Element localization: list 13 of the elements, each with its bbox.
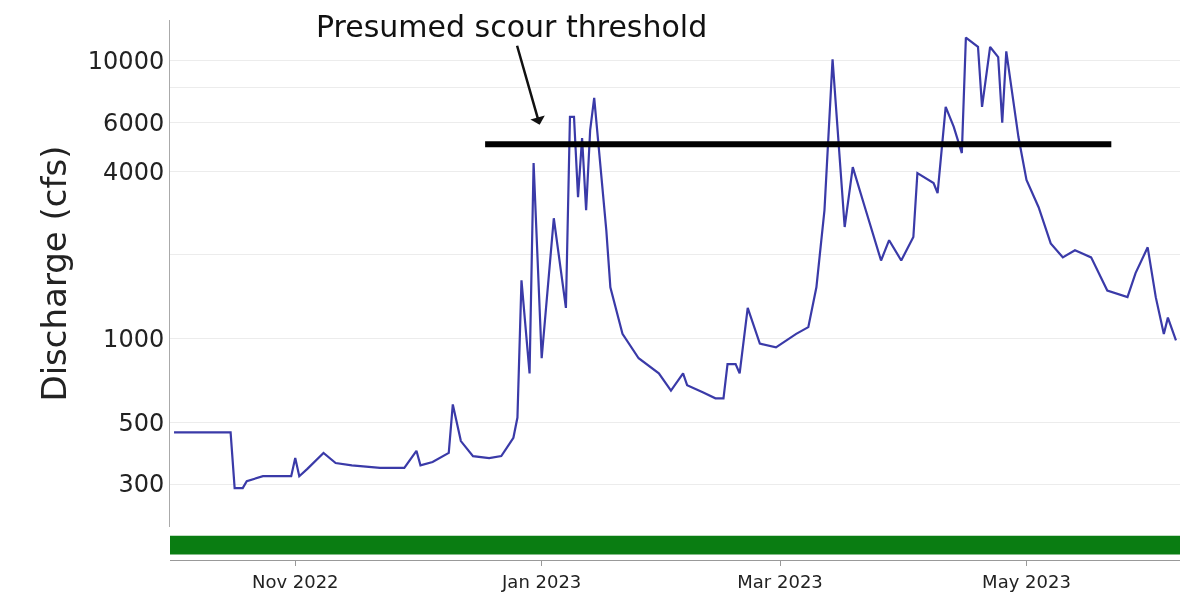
x-tick-label: Nov 2022: [251, 570, 339, 592]
x-tick-label: Jan 2023: [501, 570, 582, 592]
line-series: [172, 36, 1178, 490]
x-tick-label: Mar 2023: [737, 570, 823, 592]
annotation: Presumed scour threshold: [316, 9, 708, 44]
y-tick-label: 6000: [103, 108, 165, 137]
x-tick-label: May 2023: [982, 570, 1071, 592]
y-tick-label: 4000: [103, 157, 165, 186]
y-tick-label: 300: [118, 470, 165, 499]
y-tick-label: 10000: [87, 47, 165, 76]
y-tick-label: 1000: [103, 325, 165, 354]
y-tick-label: 500: [118, 408, 165, 437]
y-axis-title: Discharge (cfs): [34, 145, 75, 402]
